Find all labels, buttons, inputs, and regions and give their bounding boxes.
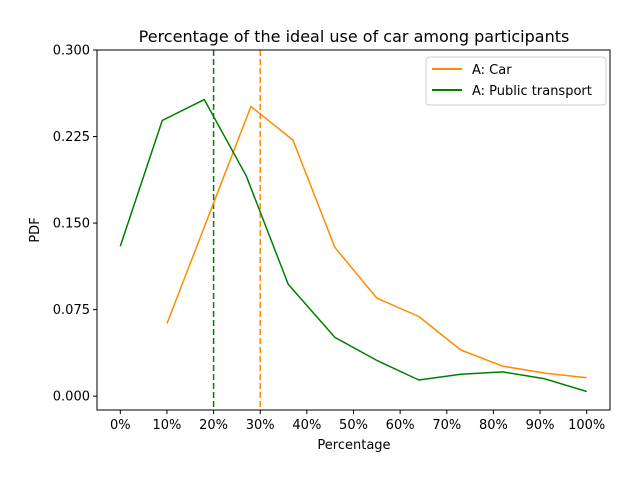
- plot-lines: [119, 50, 587, 410]
- x-axis-label: Percentage: [317, 438, 390, 453]
- legend-label-public-transport: A: Public transport: [472, 84, 592, 99]
- y-tick-label: 0.000: [53, 390, 90, 405]
- x-tick-label: 50%: [339, 418, 368, 433]
- x-tick-label: 90%: [526, 418, 555, 433]
- x-tick-label: 40%: [292, 418, 321, 433]
- y-tick-label: 0.300: [53, 44, 90, 59]
- x-tick-label: 70%: [432, 418, 461, 433]
- y-axis-label: PDF: [28, 217, 43, 242]
- y-axis: 0.000 0.075 0.150 0.225 0.300: [53, 44, 97, 405]
- x-tick-label: 100%: [568, 418, 605, 433]
- legend: A: Car A: Public transport: [425, 56, 607, 106]
- x-tick-label: 0%: [110, 418, 131, 433]
- y-tick-label: 0.075: [53, 303, 90, 318]
- x-tick-label: 30%: [246, 418, 275, 433]
- x-tick-label: 20%: [199, 418, 228, 433]
- legend-box: [425, 56, 607, 106]
- x-tick-label: 10%: [153, 418, 182, 433]
- x-tick-label: 80%: [479, 418, 508, 433]
- y-tick-label: 0.225: [53, 130, 90, 145]
- x-tick-label: 60%: [386, 418, 415, 433]
- series-line-0: [166, 105, 587, 379]
- legend-label-car: A: Car: [472, 63, 512, 78]
- series-line-1: [119, 98, 587, 393]
- y-tick-label: 0.150: [53, 217, 90, 232]
- chart-title: Percentage of the ideal use of car among…: [139, 27, 570, 46]
- x-axis: 0% 10% 20% 30% 40% 50% 60% 70% 80% 90% 100%: [110, 410, 605, 433]
